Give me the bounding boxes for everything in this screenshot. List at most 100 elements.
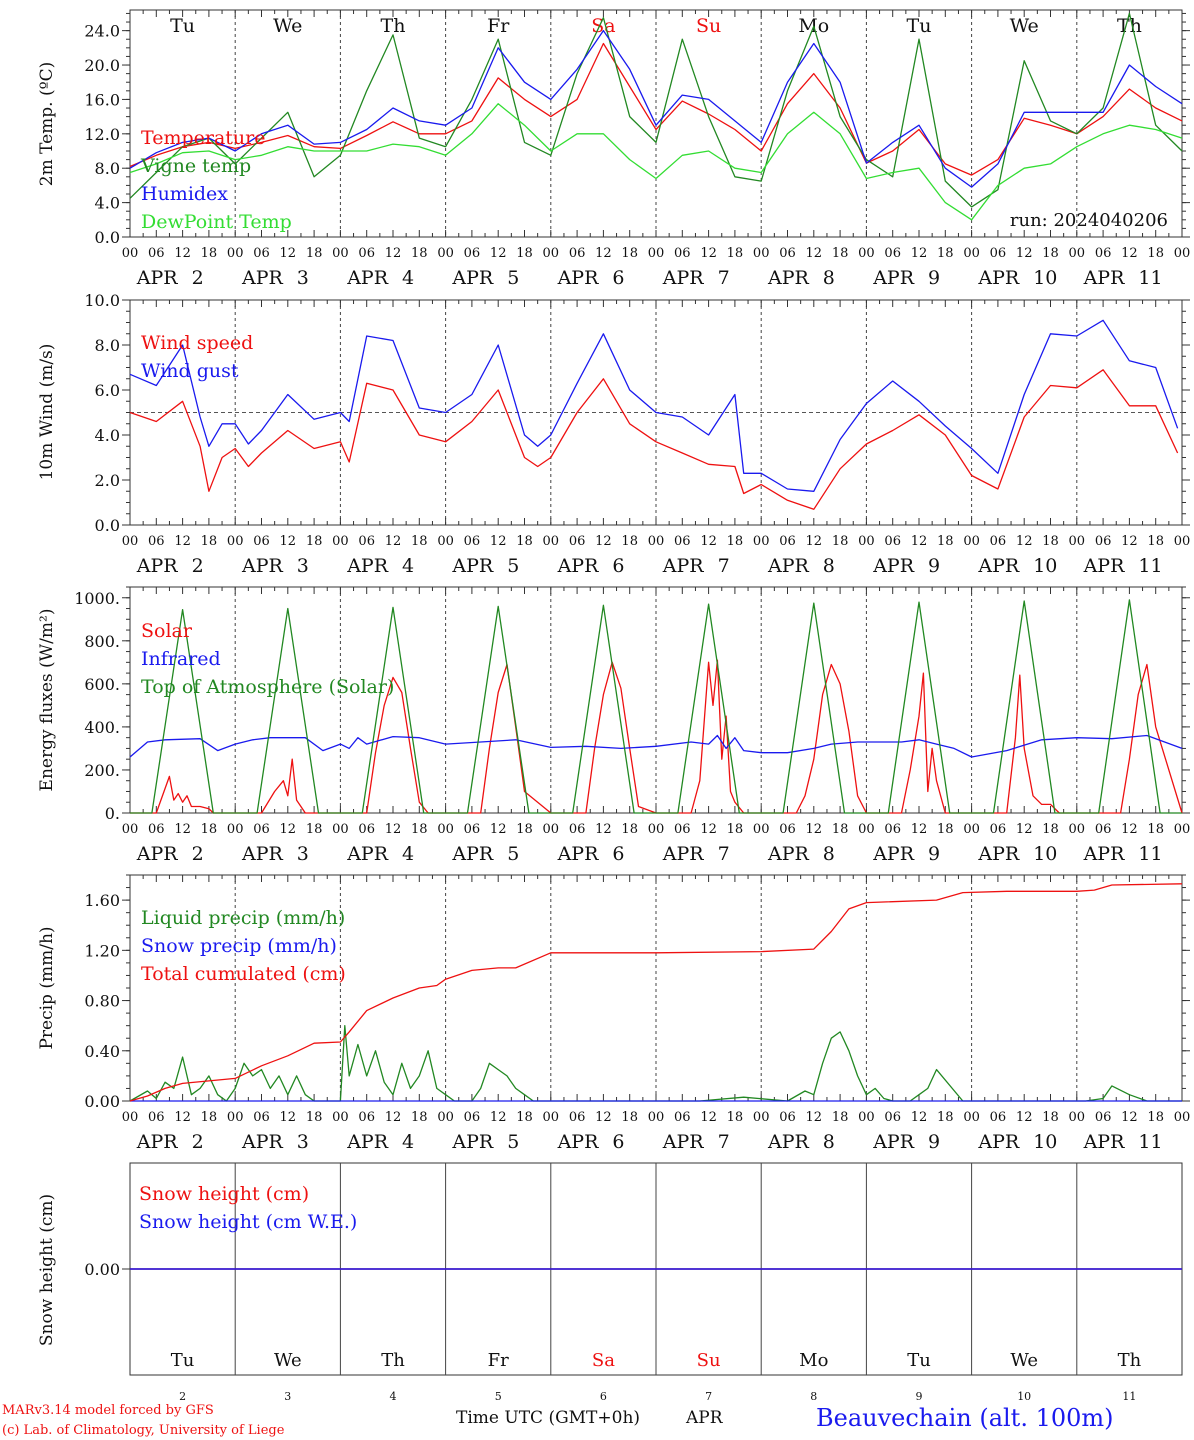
x-month-label: APR — [451, 267, 494, 289]
x-month-label: APR — [451, 843, 494, 865]
x-hour-label: 06 — [148, 822, 165, 837]
x-hour-label: 12 — [174, 1110, 191, 1125]
x-hour-label: 06 — [464, 534, 481, 549]
x-date-label: 6 — [612, 1131, 624, 1153]
x-hour-label: 06 — [779, 246, 796, 261]
x-hour-label: 06 — [148, 246, 165, 261]
x-hour-label: 00 — [227, 246, 244, 261]
x-month-label: APR — [1083, 843, 1126, 865]
y-axis-label: Energy fluxes (W/m²) — [37, 609, 57, 792]
x-hour-label: 18 — [1147, 246, 1164, 261]
legend-entry: Infrared — [141, 648, 221, 670]
x-hour-label: 06 — [148, 1110, 165, 1125]
x-hour-label: 00 — [227, 1110, 244, 1125]
x-hour-label: 00 — [227, 534, 244, 549]
x-hour-label: 06 — [779, 822, 796, 837]
series-line — [129, 29, 1183, 188]
legend-entry: Total cumulated (cm) — [141, 963, 346, 985]
x-month-label: APR — [767, 555, 810, 577]
x-month-label: APR — [662, 1131, 705, 1153]
x-month-label: APR — [241, 555, 284, 577]
day-of-week-label: Tu — [907, 1350, 931, 1371]
day-of-week-label: Su — [697, 1350, 721, 1371]
x-hour-label: 12 — [595, 1110, 612, 1125]
x-date-label: 3 — [297, 1131, 309, 1153]
x-hour-label: 12 — [490, 1110, 507, 1125]
x-hour-label: 18 — [306, 246, 323, 261]
x-date-label: 6 — [612, 555, 624, 577]
x-date-label: 11 — [1138, 843, 1162, 865]
x-hour-label: 06 — [253, 1110, 270, 1125]
x-month-label: APR — [1083, 1131, 1126, 1153]
x-hour-label: 12 — [911, 534, 928, 549]
x-hour-label: 00 — [1174, 534, 1191, 549]
x-hour-label: 00 — [1174, 1110, 1191, 1125]
y-tick-label: 8.0 — [95, 336, 120, 355]
x-month-label: APR — [451, 1131, 494, 1153]
x-date-label: 3 — [297, 267, 309, 289]
y-tick-label: 800. — [84, 632, 120, 651]
series-line — [129, 103, 1183, 221]
x-hour-label: 00 — [437, 534, 454, 549]
x-date-label: 6 — [612, 267, 624, 289]
x-hour-label: 00 — [543, 1110, 560, 1125]
day-of-week-label: We — [1010, 1350, 1038, 1371]
x-hour-label: 12 — [1121, 246, 1138, 261]
legend-entry: Liquid precip (mm/h) — [141, 907, 345, 929]
y-tick-label: 0.80 — [84, 992, 120, 1011]
x-month-label: APR — [241, 267, 284, 289]
x-date-label: 11 — [1138, 555, 1162, 577]
y-tick-label: 0.00 — [84, 1260, 120, 1279]
x-hour-label: 00 — [437, 822, 454, 837]
x-month-label: APR — [662, 555, 705, 577]
y-tick-label: 2.0 — [95, 471, 120, 490]
y-tick-label: 6.0 — [95, 381, 120, 400]
x-hour-label: 00 — [543, 822, 560, 837]
x-hour-label: 12 — [1016, 534, 1033, 549]
x-hour-label: 06 — [464, 822, 481, 837]
x-month-label: APR — [346, 555, 389, 577]
run-label: run: 2024040206 — [1010, 210, 1168, 231]
x-hour-label: 06 — [884, 822, 901, 837]
x-month-label: APR — [977, 1131, 1020, 1153]
x-hour-label: 00 — [227, 822, 244, 837]
x-hour-label: 00 — [963, 822, 980, 837]
day-of-week-label: Fr — [488, 1350, 509, 1371]
legend-entry: DewPoint Temp — [141, 211, 292, 233]
x-hour-label: 12 — [174, 822, 191, 837]
x-hour-label: 06 — [569, 822, 586, 837]
x-hour-label: 18 — [832, 822, 849, 837]
x-date-label: 2 — [192, 555, 204, 577]
x-hour-label: 06 — [569, 1110, 586, 1125]
x-hour-label: 00 — [858, 1110, 875, 1125]
x-hour-label: 12 — [700, 534, 717, 549]
series-line — [130, 599, 1182, 814]
x-hour-label: 06 — [569, 246, 586, 261]
x-hour-label: 18 — [516, 1110, 533, 1125]
panel-5: 0.00 Snow height (cm) Tu 2 We 3 Th 4 Fr 5 Sa 6 Su 7 Mo… — [37, 1162, 1183, 1403]
x-hour-label: 12 — [1016, 246, 1033, 261]
x-date-label: 2 — [179, 1390, 186, 1403]
x-hour-label: 18 — [1147, 534, 1164, 549]
series-line — [129, 883, 1183, 1102]
x-month-label: APR — [136, 555, 179, 577]
x-hour-label: 18 — [937, 246, 954, 261]
legend-entry: Wind gust — [141, 360, 239, 382]
x-date-label: 4 — [402, 1131, 414, 1153]
legend-entry: Wind speed — [141, 332, 253, 354]
x-month-label: APR — [872, 555, 915, 577]
x-hour-label: 12 — [806, 1110, 823, 1125]
x-hour-label: 00 — [1069, 1110, 1086, 1125]
y-tick-label: 10.0 — [84, 291, 120, 310]
x-hour-label: 18 — [621, 246, 638, 261]
y-tick-label: 24.0 — [84, 22, 120, 41]
x-hour-label: 12 — [280, 534, 297, 549]
x-hour-label: 06 — [358, 822, 375, 837]
x-hour-label: 00 — [437, 246, 454, 261]
x-month-label: APR — [451, 555, 494, 577]
x-hour-label: 18 — [832, 246, 849, 261]
x-hour-label: 18 — [516, 534, 533, 549]
y-axis-label: Snow height (cm) — [37, 1194, 57, 1346]
x-hour-label: 06 — [358, 1110, 375, 1125]
x-hour-label: 18 — [411, 822, 428, 837]
